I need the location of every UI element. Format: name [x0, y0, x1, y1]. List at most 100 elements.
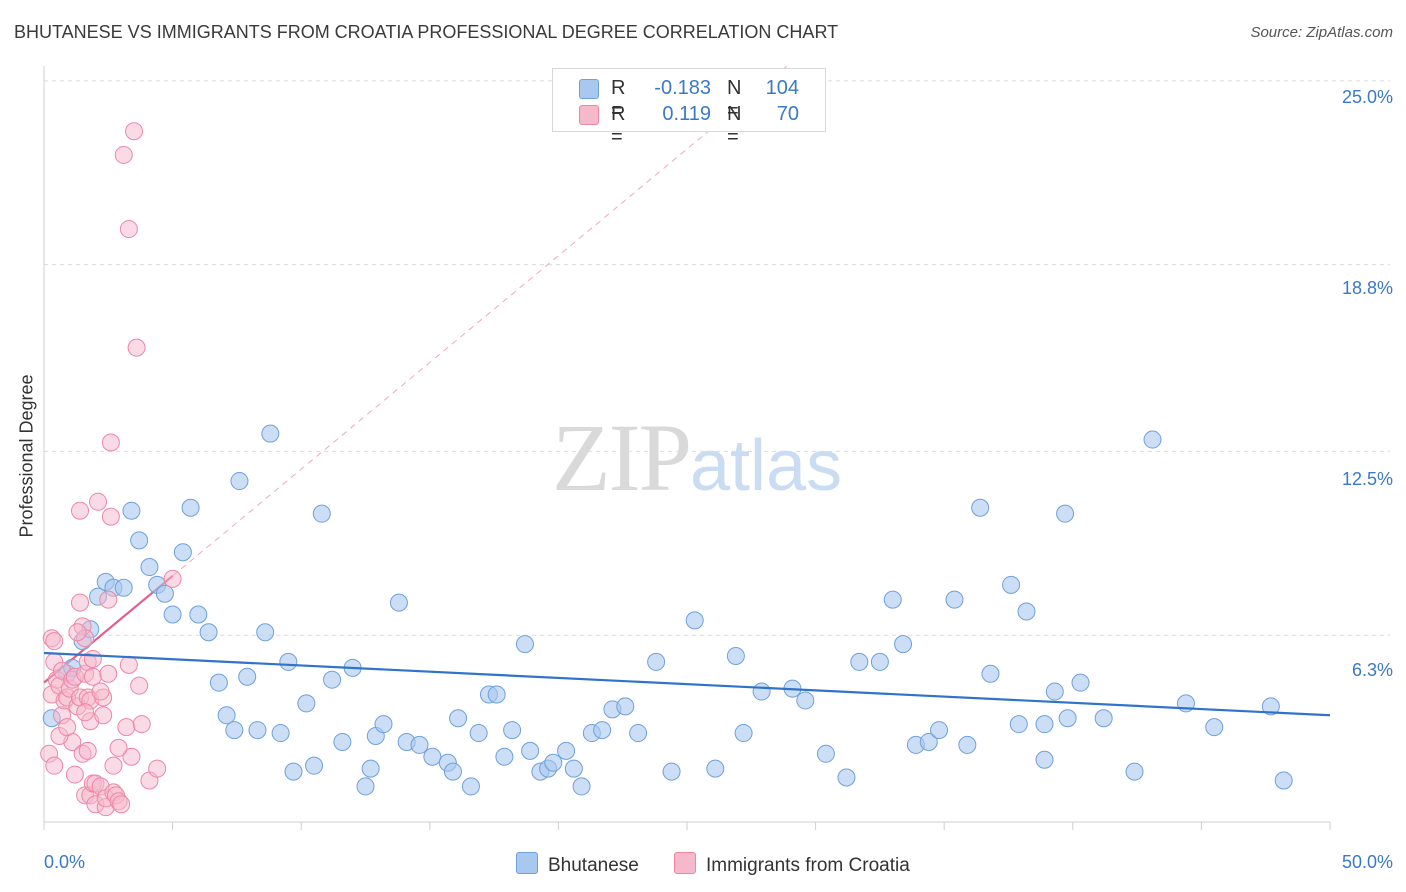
- croatia-point: [125, 122, 144, 141]
- bhutanese-point: [1071, 673, 1090, 692]
- bhutanese-point: [1261, 697, 1280, 716]
- croatia-point: [117, 718, 136, 737]
- bhutanese-point: [248, 721, 267, 740]
- bhutanese-trend-line: [43, 651, 1331, 717]
- bhutanese-point: [706, 759, 725, 778]
- legend-item-bhutanese[interactable]: Bhutanese: [516, 852, 639, 877]
- croatia-point: [83, 649, 102, 668]
- legend-n-label: N =: [727, 103, 742, 148]
- stats-legend: R = -0.183 N = 104 R = 0.119 N = 70: [552, 68, 826, 148]
- bhutanese-point: [734, 724, 753, 743]
- bhutanese-point: [461, 777, 480, 796]
- bhutanese-point: [1143, 430, 1162, 449]
- bhutanese-point: [1205, 718, 1224, 737]
- bhutanese-point: [662, 762, 681, 781]
- bhutanese-point: [256, 623, 275, 642]
- bhutanese-point: [752, 682, 771, 701]
- bhutanese-point: [894, 635, 913, 654]
- bhutanese-point: [238, 667, 257, 686]
- croatia-point: [94, 706, 113, 725]
- bhutanese-point: [312, 504, 331, 523]
- bhutanese-point: [850, 652, 869, 671]
- croatia-point: [91, 682, 110, 701]
- bhutanese-point: [173, 543, 192, 562]
- bhutanese-point: [261, 424, 280, 443]
- x-tick-label-min: 0.0%: [44, 852, 86, 872]
- bhutanese-point: [945, 590, 964, 609]
- bhutanese-point: [544, 753, 563, 772]
- bhutanese-point: [564, 759, 583, 778]
- watermark: ZIPatlas: [552, 402, 842, 513]
- croatia-point: [71, 593, 90, 612]
- bhutanese-point: [443, 762, 462, 781]
- croatia-point: [114, 145, 133, 164]
- croatia-point: [99, 664, 118, 683]
- bhutanese-point: [726, 646, 745, 665]
- bhutanese-point: [361, 759, 380, 778]
- bhutanese-point: [487, 685, 506, 704]
- bhutanese-point: [449, 709, 468, 728]
- bhutanese-point: [930, 721, 949, 740]
- bhutanese-point: [883, 590, 902, 609]
- y-tick-label: 25.0%: [1341, 87, 1393, 107]
- bhutanese-point: [629, 724, 648, 743]
- bhutanese-point: [130, 531, 149, 550]
- legend-r-label: R =: [611, 103, 626, 148]
- croatia-point: [76, 703, 95, 722]
- bhutanese-point: [155, 584, 174, 603]
- blue-trend-line: [43, 651, 1331, 717]
- croatia-point: [68, 623, 87, 642]
- bhutanese-point: [1058, 709, 1077, 728]
- grid-lines: [44, 80, 1390, 636]
- y-tick-label: 6.3%: [1351, 660, 1393, 680]
- bhutanese-point: [1035, 715, 1054, 734]
- croatia-point: [104, 756, 123, 775]
- bhutanese-point: [1017, 602, 1036, 621]
- bhutanese-point: [230, 472, 249, 491]
- bhutanese-point: [297, 694, 316, 713]
- bhutanese-point: [356, 777, 375, 796]
- bhutanese-point: [225, 721, 244, 740]
- bhutanese-point: [616, 697, 635, 716]
- legend-n-value: 70: [776, 103, 799, 125]
- bhutanese-point: [870, 652, 889, 671]
- bhutanese-point: [1274, 771, 1293, 790]
- chart-title: BHUTANESE VS IMMIGRANTS FROM CROATIA PRO…: [14, 22, 839, 42]
- y-axis-label: Professional Degree: [16, 374, 37, 538]
- bhutanese-point: [1002, 575, 1021, 594]
- legend-n-label: N =: [727, 77, 742, 122]
- legend-swatch-pink: [674, 852, 696, 874]
- croatia-trend-extension: [172, 65, 788, 577]
- bhutanese-point: [557, 741, 576, 760]
- bhutanese-point: [503, 721, 522, 740]
- bhutanese-point: [1045, 682, 1064, 701]
- bhutanese-point: [919, 732, 938, 751]
- croatia-point: [122, 747, 141, 766]
- bhutanese-point: [389, 593, 408, 612]
- bhutanese-point: [837, 768, 856, 787]
- bhutanese-point: [305, 756, 324, 775]
- legend-swatch-pink: [579, 105, 599, 125]
- bhutanese-point: [181, 498, 200, 517]
- croatia-point: [71, 501, 90, 520]
- bhutanese-point: [199, 623, 218, 642]
- bhutanese-point: [1009, 715, 1028, 734]
- croatia-point: [99, 590, 118, 609]
- croatia-point: [119, 220, 138, 239]
- legend-item-croatia[interactable]: Immigrants from Croatia: [674, 852, 910, 877]
- bhutanese-point: [271, 724, 290, 743]
- bhutanese-point: [796, 691, 815, 710]
- watermark-atlas: atlas: [690, 426, 843, 506]
- bhutanese-point: [521, 741, 540, 760]
- croatia-point: [89, 492, 108, 511]
- y-tick-label: 12.5%: [1341, 469, 1393, 489]
- bhutanese-point: [217, 706, 236, 725]
- croatia-point: [132, 715, 151, 734]
- croatia-point: [101, 433, 120, 452]
- bhutanese-point: [1094, 709, 1113, 728]
- bhutanese-point: [495, 747, 514, 766]
- bhutanese-point: [140, 558, 159, 577]
- legend-label: Bhutanese: [548, 855, 639, 876]
- bhutanese-point: [122, 501, 141, 520]
